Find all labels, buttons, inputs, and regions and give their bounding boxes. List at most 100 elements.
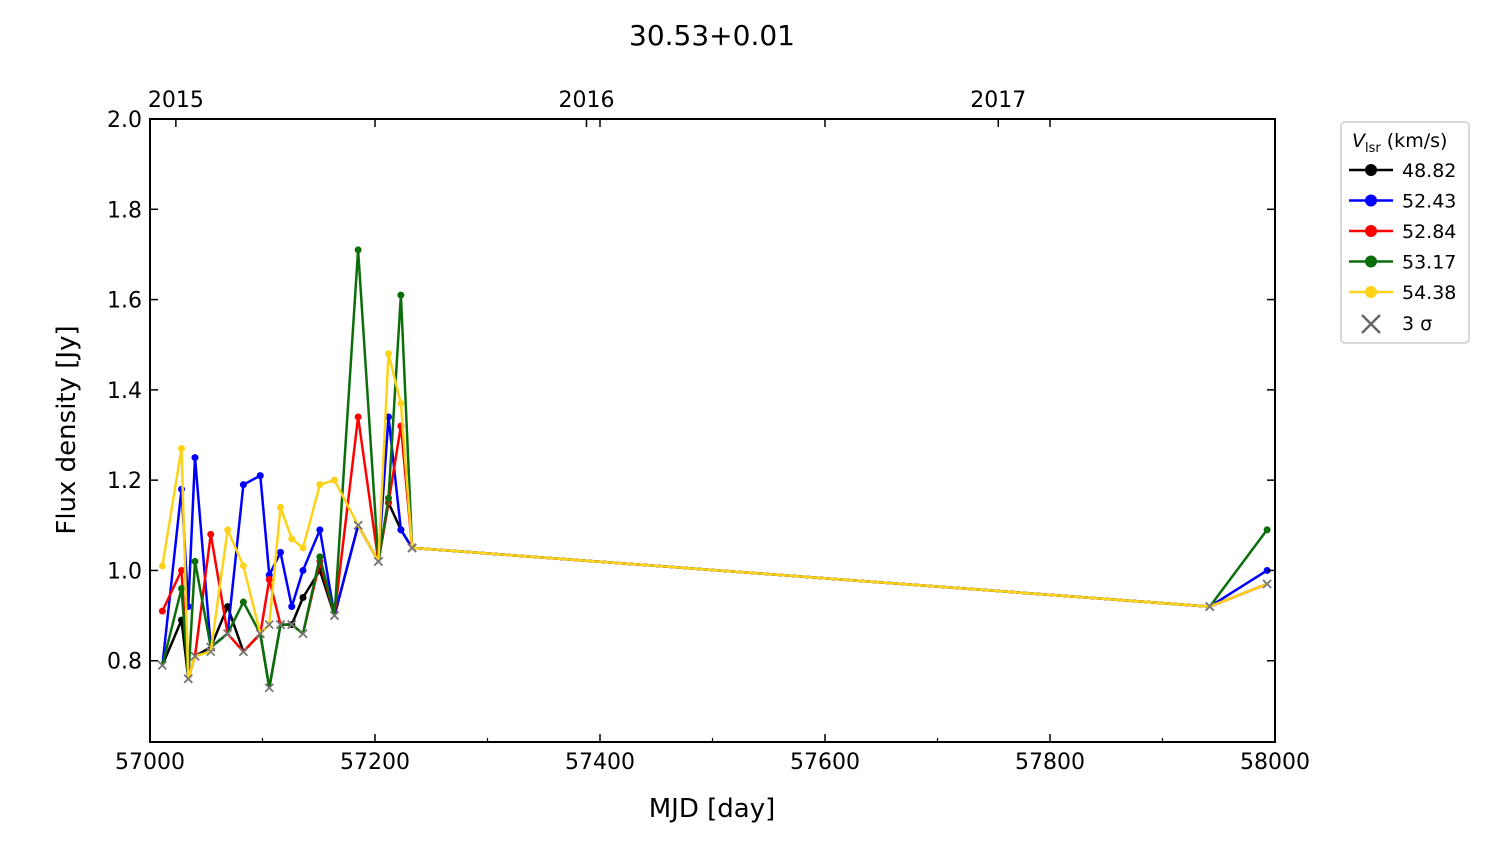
data-point <box>316 526 324 534</box>
x-tick-label: 58000 <box>1240 750 1310 775</box>
x-tick-label: 57600 <box>790 750 860 775</box>
data-point <box>178 566 185 574</box>
y-tick-label: 1.2 <box>107 469 142 494</box>
legend-item: 48.82 <box>1349 160 1456 182</box>
y-tick-label: 1.6 <box>107 289 142 314</box>
data-point <box>354 413 362 421</box>
data-point <box>178 445 185 453</box>
data-point <box>265 575 273 583</box>
legend-item: 53.17 <box>1349 252 1456 274</box>
data-point <box>239 598 247 606</box>
legend-marker-swatch <box>1365 225 1377 237</box>
legend-marker-swatch <box>1365 286 1377 298</box>
legend: Vlsr (km/s) 48.82 52.43 52.84 53.17 54.38 3 … <box>1340 121 1470 344</box>
legend-marker-swatch <box>1365 255 1377 268</box>
data-point <box>397 526 405 534</box>
series-52.43 <box>157 413 1271 670</box>
legend-marker-swatch <box>1365 194 1377 207</box>
y-axis-label: Flux density [Jy] <box>52 325 82 534</box>
upper-limit-marker <box>183 674 193 684</box>
x-tick-label: 57800 <box>1015 750 1085 775</box>
upper-limit-marker <box>1262 579 1272 589</box>
data-point <box>256 472 264 480</box>
upper-limit-marker <box>1205 601 1215 612</box>
y-axis-ticks: 0.8 1.0 1.2 1.4 1.6 1.8 2.0 <box>107 108 1275 675</box>
legend-item-3sigma: 3 σ <box>1361 313 1432 335</box>
upper-limit-marker <box>264 683 274 693</box>
legend-cross-marker <box>1361 314 1381 334</box>
series-54.38 <box>158 350 1272 684</box>
y-tick-label: 1.0 <box>107 559 142 584</box>
x-tick-label: 57000 <box>115 750 185 775</box>
legend-label: 48.82 <box>1402 160 1456 182</box>
legend-label: 54.38 <box>1402 282 1456 304</box>
upper-limit-marker <box>353 520 363 530</box>
data-point <box>158 607 166 615</box>
y-tick-label: 0.8 <box>107 650 142 675</box>
data-point <box>277 503 284 511</box>
legend-item: 54.38 <box>1349 282 1456 304</box>
y-tick-label: 1.4 <box>107 379 142 404</box>
data-point <box>299 594 307 602</box>
plot-area <box>149 118 1276 743</box>
upper-limit-marker <box>275 620 286 630</box>
legend-marker-swatch <box>1365 164 1377 176</box>
legend-label: 52.43 <box>1402 191 1456 213</box>
y-tick-label: 2.0 <box>107 108 142 133</box>
legend-items: 48.82 52.43 52.84 53.17 54.38 <box>1349 160 1456 304</box>
data-point <box>397 399 405 407</box>
data-point <box>1263 526 1271 534</box>
legend-label: 53.17 <box>1402 252 1456 274</box>
series-53.17 <box>157 246 1271 693</box>
upper-limit-marker <box>206 647 216 657</box>
upper-limit-marker <box>255 629 265 639</box>
data-point <box>191 454 199 462</box>
plot-frame <box>149 118 1276 743</box>
data-point <box>277 548 284 556</box>
upper-limit-marker <box>157 660 167 670</box>
data-layer <box>157 246 1272 693</box>
series-52.84 <box>158 413 1272 684</box>
data-point <box>316 481 324 489</box>
upper-limit-marker <box>190 651 200 661</box>
data-point <box>385 494 392 502</box>
upper-limit-marker <box>238 647 248 657</box>
series-line <box>161 415 1268 666</box>
x-axis-label: MJD [day] <box>649 794 776 824</box>
upper-limit-marker <box>298 629 308 639</box>
series-line <box>161 415 1268 681</box>
upper-limit-marker <box>223 629 233 639</box>
year-tick-label: 2017 <box>970 88 1026 113</box>
data-point <box>178 585 185 593</box>
upper-limit-marker <box>264 620 274 630</box>
year-tick-label: 2016 <box>559 88 615 113</box>
data-point <box>207 530 215 538</box>
data-point <box>191 557 199 565</box>
legend-label: 52.84 <box>1402 221 1456 243</box>
data-point <box>239 481 247 489</box>
data-point <box>316 553 324 561</box>
upper-limit-marker <box>407 543 417 553</box>
y-tick-label: 1.8 <box>107 198 142 223</box>
top-axis-year-ticks: 2015 2016 2017 <box>148 88 1026 127</box>
data-point <box>158 562 166 570</box>
data-point <box>331 476 338 484</box>
upper-limit-marker <box>329 611 340 621</box>
data-point <box>224 526 232 534</box>
data-point <box>299 544 307 552</box>
series-line <box>161 248 1269 690</box>
x-tick-label: 57200 <box>340 750 410 775</box>
legend-item: 52.84 <box>1349 221 1456 243</box>
upper-limit-marker <box>373 556 383 566</box>
data-point <box>385 350 392 358</box>
x-axis-ticks: 57000 57200 57400 57600 57800 58000 <box>115 119 1310 775</box>
upper-limit-marker <box>287 620 297 630</box>
data-point <box>299 566 307 574</box>
legend-item: 52.43 <box>1349 191 1456 213</box>
legend-label-3sigma: 3 σ <box>1402 313 1432 335</box>
year-tick-label: 2015 <box>148 88 204 113</box>
chart-title: 30.53+0.01 <box>629 19 795 52</box>
series-line <box>161 352 1268 681</box>
data-point <box>397 291 405 299</box>
